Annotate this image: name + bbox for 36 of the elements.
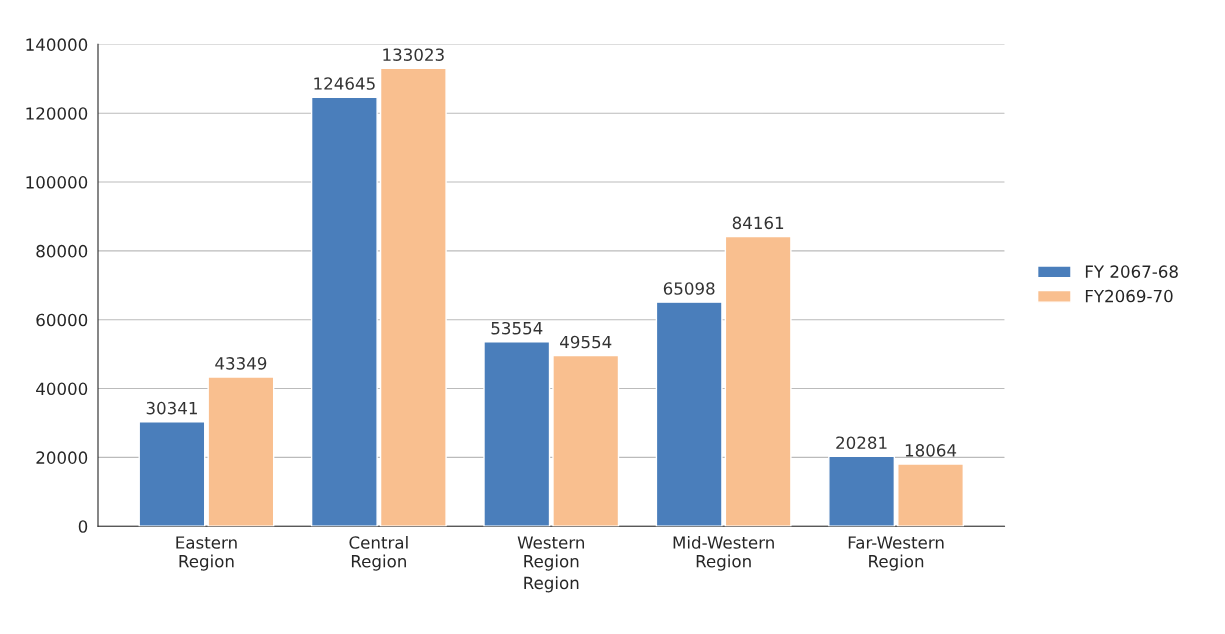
legend-label: FY2069-70 [1085,289,1173,303]
data-label: 124645 [314,77,375,90]
data-label: 18064 [905,444,957,457]
y-tick-label: 60000 [36,313,88,327]
y-tick-label: 0 [78,520,88,533]
data-label: 30341 [146,401,197,415]
data-label: 65098 [663,282,715,295]
y-tick-label: 20000 [36,451,88,464]
y-tick-label: 100000 [26,176,88,189]
bar [379,67,447,527]
data-label: 53554 [491,321,543,335]
data-label: 133023 [383,48,444,61]
bar [828,455,896,527]
bar [552,354,620,527]
bar [655,301,723,527]
x-tick-label: Western Region [517,536,585,571]
bar [138,421,206,527]
legend-label: FY 2067-68 [1085,265,1178,278]
x-tick-label: Central Region [349,535,408,571]
bar [724,235,792,527]
bar [483,341,551,527]
data-label: 84161 [732,216,784,230]
data-label: 20281 [836,436,887,450]
y-tick-label: 120000 [26,107,88,120]
bar [310,96,378,527]
bar [207,376,275,527]
bar [897,463,964,527]
x-tick-label: Far-Western Region [848,536,944,571]
x-tick-label: Mid-Western Region [673,535,774,571]
y-tick-label: 40000 [36,382,88,396]
data-label: 49554 [560,335,612,349]
data-label: 43349 [215,357,267,370]
x-tick-label: Eastern Region [176,536,237,571]
y-tick-label: 140000 [26,38,88,51]
x-axis-title: Region [524,576,579,593]
y-tick-label: 80000 [36,244,88,258]
